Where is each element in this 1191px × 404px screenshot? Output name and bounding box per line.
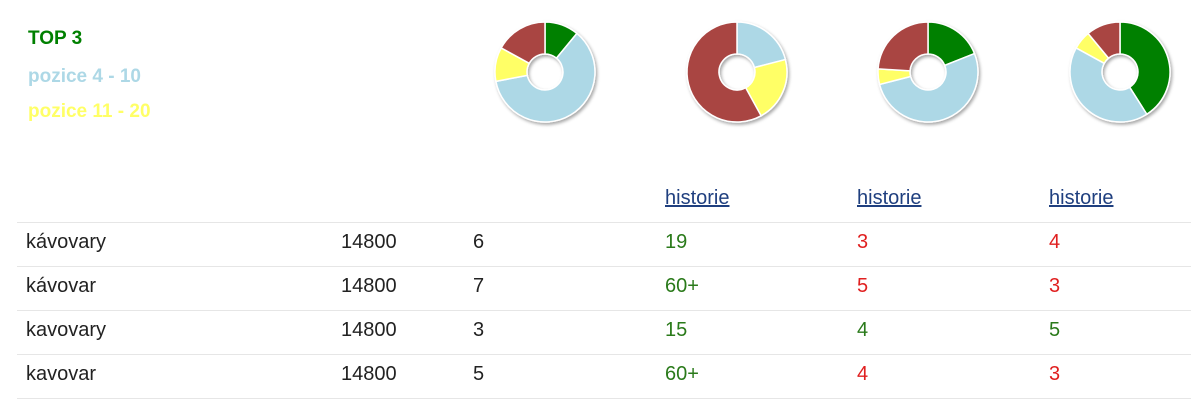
- separator: [17, 310, 1191, 311]
- donut-segment: [500, 21, 546, 65]
- donut-segment: [744, 58, 788, 117]
- rank-value: 60+: [665, 363, 699, 385]
- legend-item: TOP 3: [28, 28, 83, 49]
- donut-segment: [736, 21, 787, 69]
- donut-segment: [878, 52, 979, 123]
- rank-value: 3: [857, 231, 869, 253]
- keyword: kavovar: [26, 363, 97, 385]
- position: 5: [473, 363, 485, 385]
- rank-value: 5: [1049, 319, 1061, 341]
- donut-segment: [877, 21, 929, 72]
- search-volume: 14800: [341, 231, 397, 253]
- rank-value: 15: [665, 319, 688, 341]
- rank-value: 4: [1049, 231, 1061, 253]
- donut-charts: [494, 21, 1171, 123]
- legend-item: pozice 4 - 10: [28, 66, 141, 87]
- rank-value: 3: [1049, 275, 1061, 297]
- separator: [17, 266, 1191, 267]
- separator: [17, 222, 1191, 223]
- rank-value: 4: [857, 319, 869, 341]
- rank-value: 19: [665, 231, 688, 253]
- position: 7: [473, 275, 485, 297]
- donut: [877, 21, 979, 123]
- donut: [494, 21, 596, 123]
- position: 6: [473, 231, 485, 253]
- separator: [17, 398, 1191, 399]
- search-volume: 14800: [341, 319, 397, 341]
- donut-segment: [686, 21, 763, 123]
- rank-value: 5: [857, 275, 869, 297]
- position: 3: [473, 319, 485, 341]
- donut-segment: [1069, 46, 1148, 123]
- keyword: kávovary: [26, 231, 107, 253]
- history-link[interactable]: historie: [665, 187, 730, 209]
- donut-segment: [495, 32, 596, 123]
- keyword: kávovar: [26, 275, 97, 297]
- donut: [1069, 21, 1171, 123]
- history-link[interactable]: historie: [1049, 187, 1114, 209]
- search-volume: 14800: [341, 275, 397, 297]
- keyword: kavovary: [26, 319, 107, 341]
- legend-item: pozice 11 - 20: [28, 101, 151, 122]
- rank-value: 4: [857, 363, 869, 385]
- donut: [686, 21, 788, 123]
- search-volume: 14800: [341, 363, 397, 385]
- rank-value: 3: [1049, 363, 1061, 385]
- rank-value: 60+: [665, 275, 699, 297]
- separator: [17, 354, 1191, 355]
- history-link[interactable]: historie: [857, 187, 922, 209]
- donut-segment: [1087, 21, 1121, 60]
